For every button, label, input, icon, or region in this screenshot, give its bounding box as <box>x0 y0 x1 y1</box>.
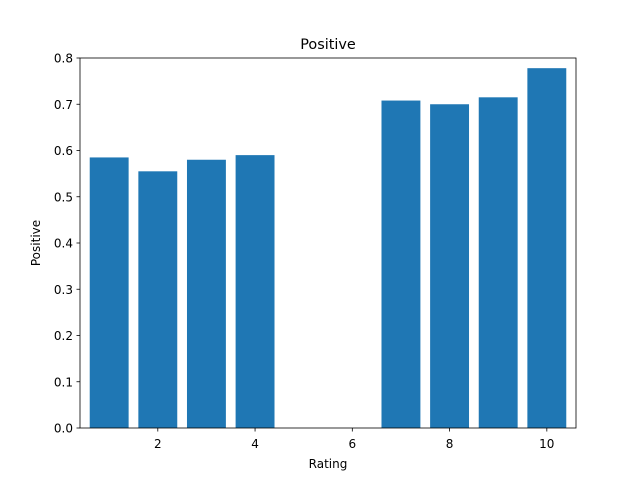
bar-rating-1 <box>89 157 129 428</box>
bar-rating-4 <box>235 155 275 428</box>
y-tick-label: 0.8 <box>54 52 73 66</box>
x-axis-ticks: 2 4 6 8 10 <box>154 428 554 451</box>
y-tick-label: 0.4 <box>54 237 73 251</box>
y-tick-label: 0.6 <box>54 144 73 158</box>
bar-rating-10 <box>527 68 567 429</box>
y-axis-label: Positive <box>29 220 43 266</box>
x-tick-label: 8 <box>446 437 454 451</box>
bar-rating-2 <box>138 171 178 428</box>
bar-rating-7 <box>381 100 421 429</box>
plot-frame <box>79 57 577 429</box>
y-tick-label: 0.2 <box>54 329 73 343</box>
y-axis-ticks: 0.0 0.1 0.2 0.3 0.4 0.5 0.6 0.7 0.8 <box>54 52 80 436</box>
y-tick-label: 0.1 <box>54 375 73 389</box>
chart-title: Positive <box>300 37 356 53</box>
bar-rating-3 <box>186 159 226 428</box>
bars-group <box>89 68 567 429</box>
x-tick-label: 10 <box>539 437 554 451</box>
y-tick-label: 0.0 <box>54 422 73 436</box>
bar-rating-8 <box>430 104 470 428</box>
bar-rating-9 <box>478 97 518 428</box>
x-tick-label: 6 <box>348 437 356 451</box>
y-tick-label: 0.7 <box>54 98 73 112</box>
x-axis-label: Rating <box>309 457 348 471</box>
x-tick-label: 4 <box>251 437 259 451</box>
y-tick-label: 0.3 <box>54 283 73 297</box>
x-tick-label: 2 <box>154 437 162 451</box>
y-tick-label: 0.5 <box>54 190 73 204</box>
